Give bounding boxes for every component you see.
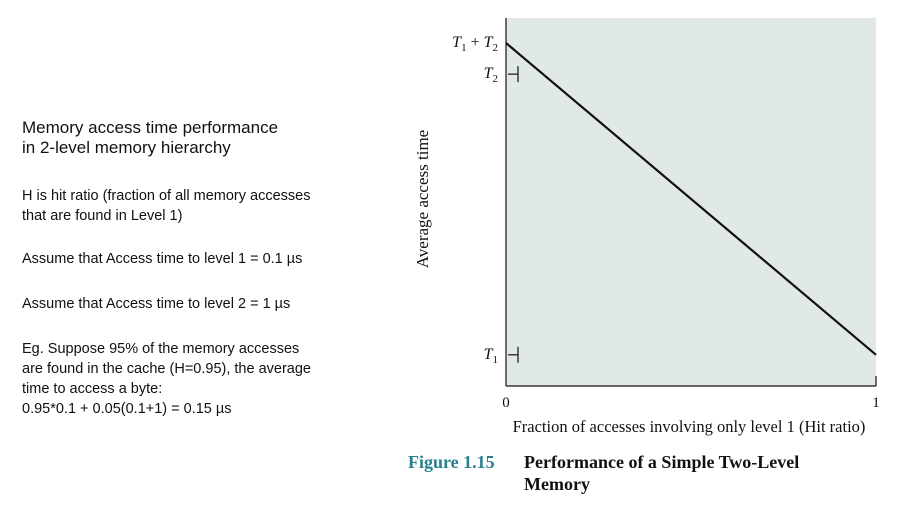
y-tick-label: T2 [484,65,498,85]
left-text-panel: Memory access time performance in 2-leve… [22,118,382,419]
title-line-2: in 2-level memory hierarchy [22,138,231,157]
y-tick-label: T1 + T2 [452,34,498,54]
y-tick-label: T1 [484,346,498,366]
series-line [505,42,877,356]
assume-level2-text: Assume that Access time to level 2 = 1 µ… [22,296,291,312]
access-time-chart: 0 1 T1 T2 T1 + T2 Average access time Fracti… [413,18,880,436]
x-tick-label: 1 [872,395,880,411]
example-line-3: time to access a byte: [22,381,163,397]
example-line-4: 0.95*0.1 + 0.05(0.1+1) = 0.15 µs [22,401,232,417]
hit-ratio-definition: H is hit ratio (fraction of all memory a… [22,186,382,226]
x-tick-label: 0 [502,395,510,411]
plot-area [506,18,876,386]
title-line-1: Memory access time performance [22,118,279,137]
panel-title: Memory access time performance in 2-leve… [22,118,382,158]
figure-title: Performance of a Simple Two-Level Memory [524,452,800,494]
example-line-2: are found in the cache (H=0.95), the ave… [22,361,311,377]
figure-number: Figure 1.15 [408,452,495,472]
y-axis-label: Average access time [413,130,432,268]
example-paragraph: Eg. Suppose 95% of the memory accesses a… [22,339,382,419]
x-axis-label: Fraction of accesses involving only leve… [513,417,866,436]
assume-level1-text: Assume that Access time to level 1 = 0.1… [22,251,303,267]
hit-ratio-line-2: that are found in Level 1) [22,208,183,224]
example-line-1: Eg. Suppose 95% of the memory accesses [22,341,300,357]
tick-group: 0 1 T1 T2 T1 + T2 [452,34,880,411]
series-group [505,42,877,356]
hit-ratio-line-1: H is hit ratio (fraction of all memory a… [22,188,311,204]
